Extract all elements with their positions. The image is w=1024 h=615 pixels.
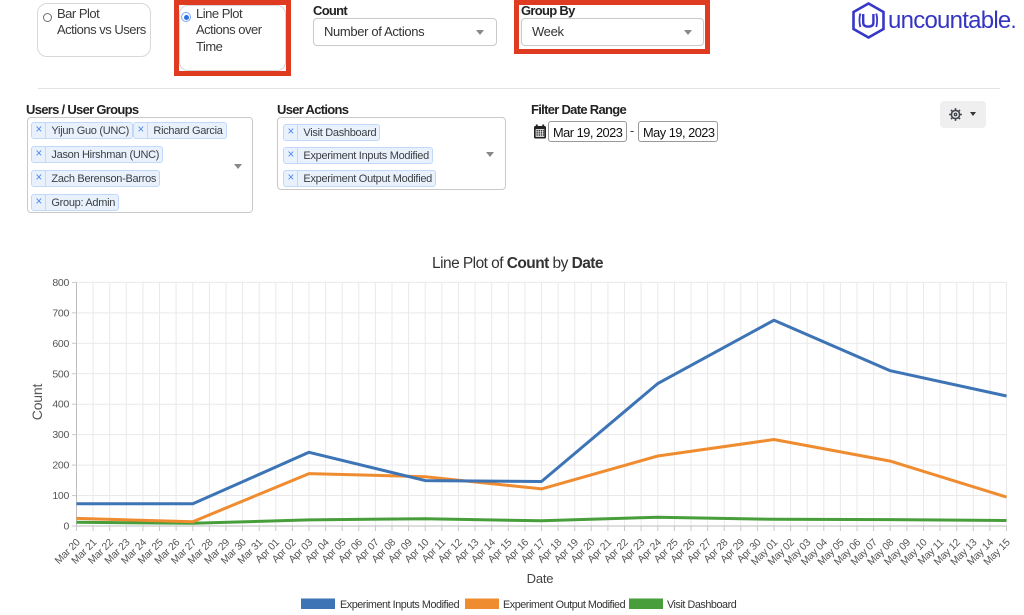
svg-text:300: 300	[52, 429, 69, 441]
svg-text:100: 100	[52, 490, 69, 502]
svg-text:600: 600	[52, 338, 69, 350]
svg-text:Date: Date	[527, 571, 554, 586]
svg-text:500: 500	[52, 368, 69, 380]
svg-text:Line Plot of Count by Date: Line Plot of Count by Date	[432, 255, 604, 272]
svg-text:700: 700	[52, 307, 69, 319]
svg-text:Count: Count	[29, 384, 45, 421]
svg-text:0: 0	[63, 521, 69, 533]
svg-text:Experiment Output Modified: Experiment Output Modified	[503, 599, 626, 611]
svg-text:400: 400	[52, 399, 69, 411]
svg-text:200: 200	[52, 460, 69, 472]
svg-text:Visit Dashboard: Visit Dashboard	[667, 599, 737, 611]
svg-text:800: 800	[52, 277, 69, 289]
svg-text:Experiment Inputs Modified: Experiment Inputs Modified	[340, 599, 460, 611]
